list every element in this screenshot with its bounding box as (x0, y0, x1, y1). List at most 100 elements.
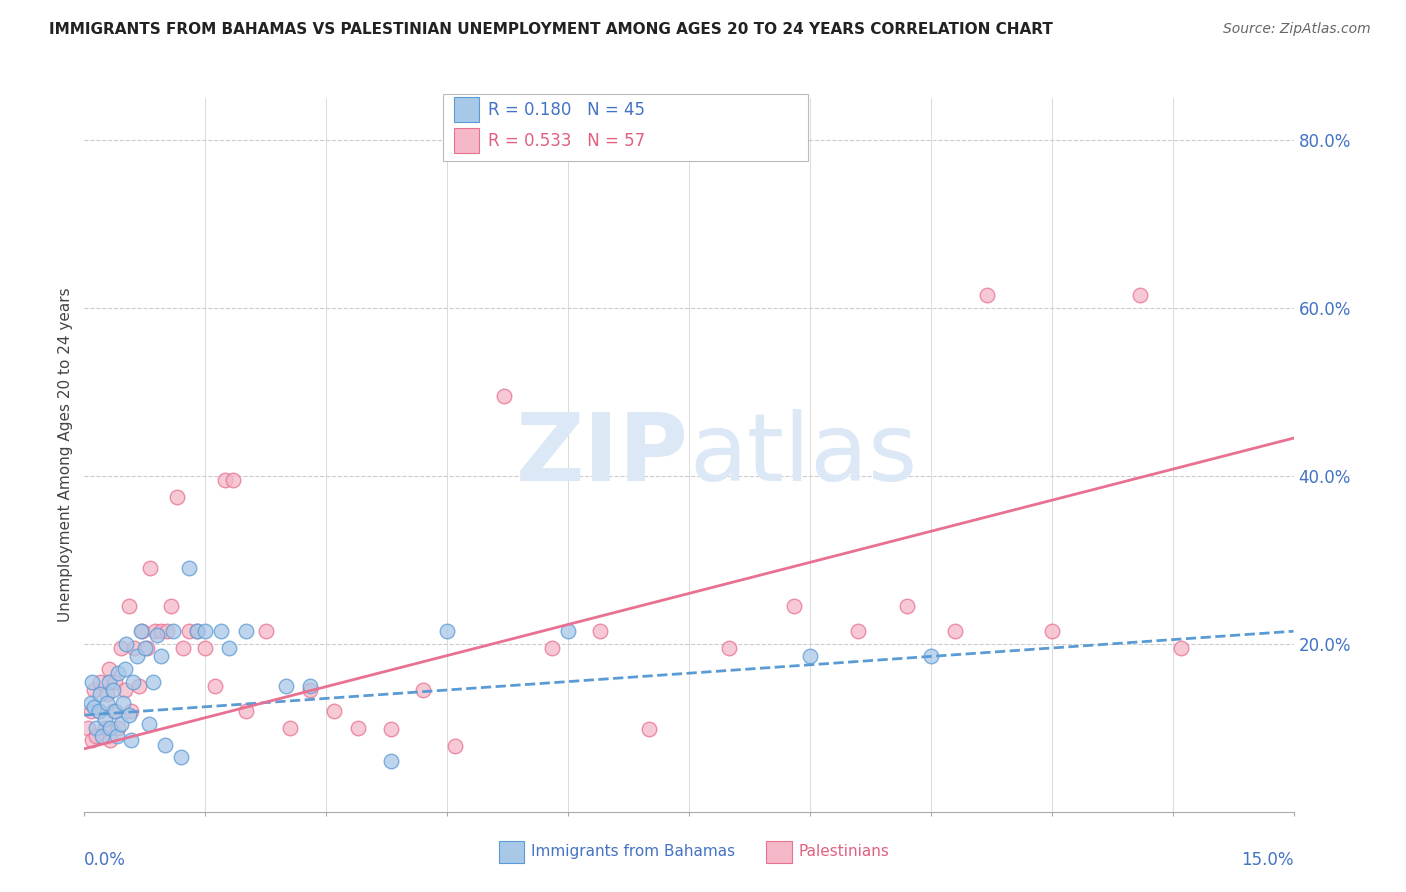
Point (121, 674, 143, 689)
Point (83, 699, 105, 714)
Point (96, 687, 118, 701)
Point (143, 624, 166, 639)
Point (97, 674, 120, 689)
Point (557, 624, 579, 639)
Text: Immigrants from Bahamas: Immigrants from Bahamas (531, 845, 735, 859)
Point (235, 704, 257, 718)
Point (93, 712, 115, 726)
Point (541, 640, 564, 655)
Point (155, 624, 177, 639)
Point (186, 624, 208, 639)
Point (214, 473, 236, 487)
Point (589, 624, 612, 639)
Point (799, 649, 821, 664)
Point (125, 649, 148, 664)
Text: R = 0.180   N = 45: R = 0.180 N = 45 (488, 101, 645, 119)
Point (170, 750, 193, 764)
Text: ZIP: ZIP (516, 409, 689, 501)
Point (492, 389, 515, 403)
Point (920, 649, 942, 664)
Point (93, 721, 115, 735)
Point (87, 704, 110, 718)
Point (299, 683, 322, 698)
Point (412, 683, 434, 698)
Point (107, 666, 129, 681)
Point (299, 679, 322, 693)
Point (80, 704, 103, 718)
Point (278, 721, 301, 735)
Text: 0.0%: 0.0% (84, 851, 127, 869)
Point (194, 640, 217, 655)
Point (380, 755, 402, 769)
Point (82, 733, 104, 747)
Point (128, 679, 150, 693)
Point (98, 733, 121, 747)
Point (380, 723, 402, 737)
Point (91, 729, 114, 743)
Point (274, 679, 297, 693)
Point (110, 716, 132, 731)
Point (134, 640, 156, 655)
Point (149, 624, 172, 639)
Point (1129, 288, 1152, 302)
Point (115, 637, 138, 651)
Point (218, 640, 240, 655)
Text: Palestinians: Palestinians (799, 845, 890, 859)
Point (846, 624, 869, 639)
Point (149, 649, 172, 664)
Point (179, 561, 201, 575)
Point (235, 624, 257, 639)
Point (104, 704, 127, 718)
Point (96, 696, 118, 710)
Point (97, 662, 120, 676)
Point (120, 733, 142, 747)
Point (124, 640, 146, 655)
Point (80, 696, 103, 710)
Point (105, 729, 128, 743)
Point (112, 696, 135, 710)
Point (114, 683, 136, 698)
Point (89, 687, 111, 701)
Point (114, 662, 136, 676)
Point (142, 674, 165, 689)
Point (179, 624, 201, 639)
Point (783, 599, 806, 613)
Point (323, 704, 346, 718)
Point (896, 599, 918, 613)
Point (104, 674, 127, 689)
Point (138, 716, 160, 731)
Point (153, 738, 176, 752)
Point (120, 704, 142, 718)
Point (222, 473, 245, 487)
Text: 15.0%: 15.0% (1241, 851, 1294, 869)
Point (1170, 640, 1192, 655)
Point (943, 624, 966, 639)
Point (162, 624, 184, 639)
Point (1040, 624, 1063, 639)
Point (86, 729, 108, 743)
Point (82, 674, 104, 689)
Point (146, 628, 169, 642)
Point (160, 599, 183, 613)
Point (129, 624, 152, 639)
Point (444, 739, 467, 754)
Point (131, 624, 153, 639)
Point (110, 640, 132, 655)
Point (77, 721, 100, 735)
Point (637, 723, 659, 737)
Point (118, 708, 141, 723)
Text: Source: ZipAtlas.com: Source: ZipAtlas.com (1223, 22, 1371, 37)
Point (139, 561, 162, 575)
Point (107, 721, 129, 735)
Text: atlas: atlas (689, 409, 917, 501)
Point (172, 640, 194, 655)
Point (89, 674, 111, 689)
Point (98, 721, 121, 735)
Point (87, 704, 110, 718)
Point (209, 624, 232, 639)
Point (347, 721, 370, 735)
Point (976, 288, 998, 302)
Text: R = 0.533   N = 57: R = 0.533 N = 57 (488, 132, 645, 150)
Point (166, 490, 188, 504)
Text: IMMIGRANTS FROM BAHAMAS VS PALESTINIAN UNEMPLOYMENT AMONG AGES 20 TO 24 YEARS CO: IMMIGRANTS FROM BAHAMAS VS PALESTINIAN U… (49, 22, 1053, 37)
